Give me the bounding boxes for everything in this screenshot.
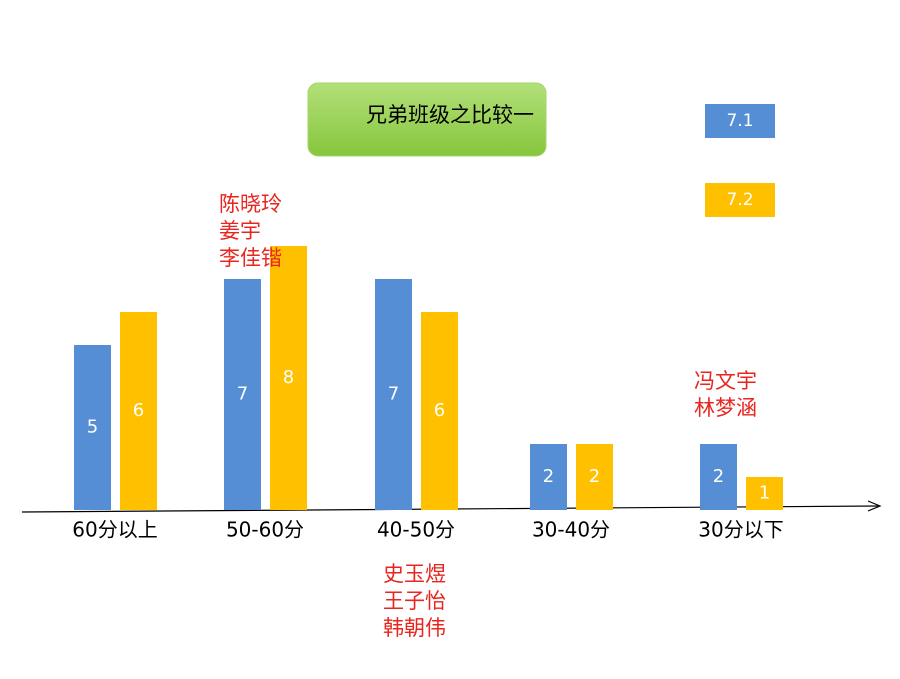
bar [74,345,111,510]
bar [530,444,567,510]
bar [375,279,412,510]
data-label: 7 [388,384,399,405]
title-box [307,82,547,157]
data-label: 6 [133,400,144,421]
x-tick-label: 50-60分 [226,518,304,542]
data-label: 2 [713,466,724,487]
data-label: 5 [87,417,98,438]
legend-label: 7.1 [726,111,753,131]
data-label: 8 [283,367,294,388]
legend-swatch [705,183,775,217]
data-label: 2 [589,466,600,487]
annotation: 李佳锴 [219,246,282,270]
data-label: 1 [759,483,770,504]
chart-title: 兄弟班级之比较一 [366,103,534,127]
annotation: 韩朝伟 [383,616,446,640]
bar [576,444,613,510]
x-tick-label: 30分以下 [698,518,783,542]
x-tick-label: 60分以上 [72,518,157,542]
annotation: 史玉煜 [383,562,446,586]
annotation: 林梦涵 [694,396,757,420]
data-label: 6 [434,400,445,421]
bar [120,312,157,510]
axis-arrow [867,500,882,512]
bar [746,477,783,510]
bar [270,246,307,510]
legend-label: 7.2 [726,190,753,210]
bar [421,312,458,510]
data-label: 7 [237,384,248,405]
annotation: 冯文宇 [694,369,757,393]
legend-swatch [705,104,775,138]
annotation: 王子怡 [383,589,446,613]
bar [700,444,737,510]
bar [224,279,261,510]
data-label: 2 [543,466,554,487]
annotation: 姜宇 [219,219,261,243]
x-tick-label: 30-40分 [532,518,610,542]
x-tick-label: 40-50分 [377,518,455,542]
annotation: 陈晓玲 [219,192,282,216]
